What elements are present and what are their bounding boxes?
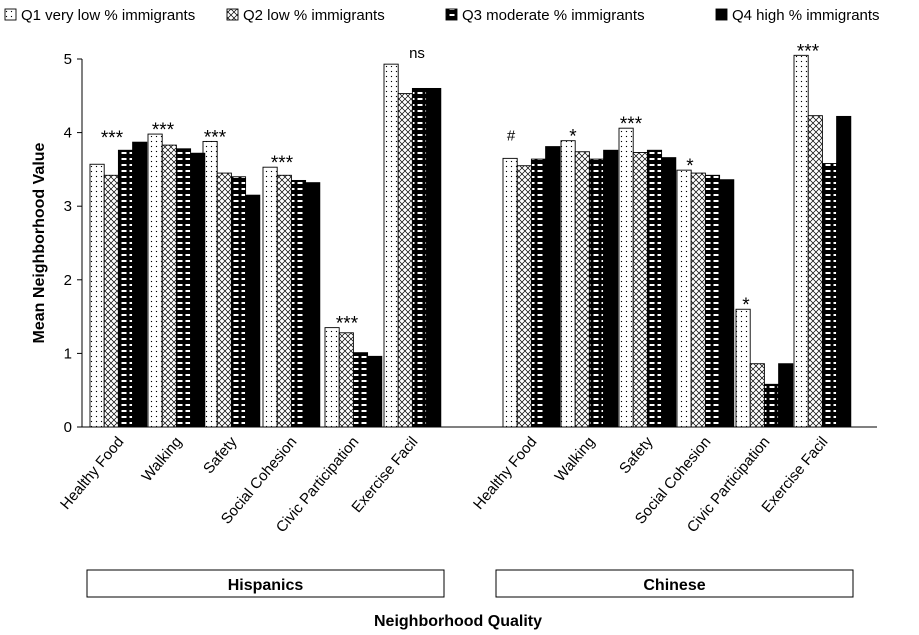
bar-q2-6 (397, 93, 413, 428)
bar-q3-8 (588, 158, 605, 428)
bar-q1-6 (383, 63, 399, 428)
x-tick-label: Healthy Food (470, 434, 540, 513)
y-tick-label: 3 (64, 198, 72, 215)
bar-q1-2 (147, 133, 163, 428)
bar-q1-5 (324, 327, 340, 428)
bar-q1-1 (89, 163, 105, 428)
group-label: Hispanics (228, 577, 304, 594)
y-tick-label: 0 (64, 419, 72, 436)
significance-label: *** (620, 114, 643, 135)
significance-label: ns (409, 45, 425, 62)
bar-q1-4 (262, 166, 278, 428)
legend-label-q3: Q3 moderate % immigrants (462, 7, 645, 24)
bar-q1-12 (793, 54, 809, 428)
bar-q3-2 (175, 148, 192, 428)
x-axis-label: Neighborhood Quality (374, 613, 542, 630)
bar-q3-9 (646, 149, 663, 428)
bar-q2-11 (749, 363, 765, 428)
bar-q2-7 (516, 165, 532, 428)
significance-label: # (507, 128, 516, 145)
significance-label: *** (152, 120, 175, 141)
significance-label: *** (204, 127, 227, 148)
bar-q2-1 (103, 174, 119, 428)
x-tick-label: Walking (552, 434, 599, 485)
significance-label: *** (336, 314, 359, 335)
bar-q4-1 (132, 141, 148, 428)
y-tick-label: 2 (64, 272, 72, 289)
y-ticks: 0 1 2 3 4 5 (64, 51, 82, 436)
y-axis-label: Mean Neighborhood Value (31, 142, 48, 343)
bar-q3-4 (290, 179, 307, 428)
group-box-chinese (495, 569, 854, 598)
group-box-hispanics (86, 569, 445, 598)
bar-q3-10 (704, 174, 721, 428)
bar-q4-6 (426, 87, 442, 428)
significance-annotations: *** *** *********ns# ********* (101, 41, 820, 334)
y-tick-label: 5 (64, 51, 72, 68)
bar-q4-12 (836, 115, 852, 428)
bar-q1-8 (560, 140, 576, 428)
bar-q4-3 (245, 194, 261, 428)
bar-q3-6 (411, 87, 428, 428)
bar-q4-11 (778, 363, 794, 428)
bar-q4-4 (305, 182, 321, 428)
legend-swatch-q2 (226, 8, 239, 21)
bar-q1-10 (676, 169, 692, 428)
bar-q2-9 (632, 152, 648, 428)
bar-q1-9 (618, 127, 634, 428)
bar-q3-3 (230, 176, 247, 428)
bar-q4-10 (719, 179, 735, 428)
bar-q3-1 (117, 149, 134, 428)
bar-q2-2 (161, 144, 177, 428)
x-tick-label: Safety (616, 433, 657, 477)
bar-q4-5 (367, 355, 383, 428)
legend-label-q4: Q4 high % immigrants (732, 7, 880, 24)
significance-label: * (686, 156, 694, 177)
bar-q2-3 (216, 172, 232, 428)
bar-q2-10 (690, 172, 706, 428)
legend-swatch-q3 (445, 8, 458, 21)
x-tick-label: Healthy Food (57, 434, 127, 513)
significance-label: *** (101, 128, 124, 149)
group-label: Chinese (643, 577, 705, 594)
bar-q4-7 (545, 146, 561, 428)
bar-q4-2 (190, 152, 206, 428)
legend-swatch-q4 (715, 8, 728, 21)
significance-label: *** (797, 41, 820, 62)
x-tick-label: Walking (139, 434, 186, 485)
x-tick-label: Safety (200, 433, 241, 477)
bar-q3-11 (763, 383, 780, 428)
group-labels: Hispanics Chinese (86, 569, 854, 598)
y-tick-label: 4 (64, 125, 72, 142)
bar-q2-5 (338, 332, 354, 428)
significance-label: *** (271, 153, 294, 174)
legend-label-q2: Q2 low % immigrants (243, 7, 385, 24)
legend-label-q1: Q1 very low % immigrants (21, 7, 195, 24)
bar-q2-4 (276, 174, 292, 428)
bar-q1-7 (502, 157, 518, 428)
bar-q1-11 (735, 308, 751, 428)
bar-q4-8 (603, 149, 619, 428)
bar-q3-12 (821, 163, 838, 428)
legend: Q1 very low % immigrants Q2 low % immigra… (4, 7, 880, 24)
y-tick-label: 1 (64, 345, 72, 362)
legend-swatch-q1 (4, 8, 17, 21)
bars (89, 54, 852, 428)
bar-q3-5 (352, 352, 369, 428)
significance-label: * (742, 295, 750, 316)
bar-q3-7 (530, 158, 547, 428)
bar-q4-9 (661, 157, 677, 428)
significance-label: * (569, 127, 577, 148)
bar-q2-8 (574, 151, 590, 428)
bar-q2-12 (807, 115, 823, 428)
